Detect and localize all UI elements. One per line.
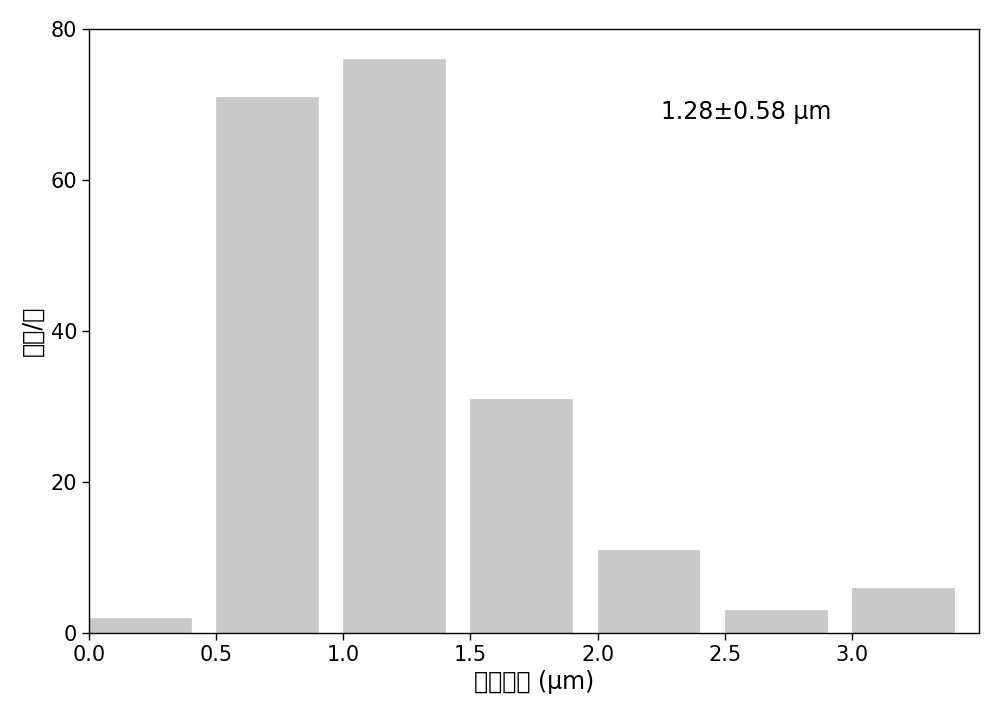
X-axis label: 颗粒直径 (μm): 颗粒直径 (μm) <box>474 670 594 694</box>
Bar <box>216 97 318 633</box>
Bar <box>470 399 572 633</box>
Bar <box>598 550 699 633</box>
Bar <box>343 59 445 633</box>
Bar <box>725 610 827 633</box>
Y-axis label: 数量/个: 数量/个 <box>21 305 45 356</box>
Bar <box>852 588 954 633</box>
Text: 1.28±0.58 μm: 1.28±0.58 μm <box>661 100 832 124</box>
Bar <box>89 618 191 633</box>
